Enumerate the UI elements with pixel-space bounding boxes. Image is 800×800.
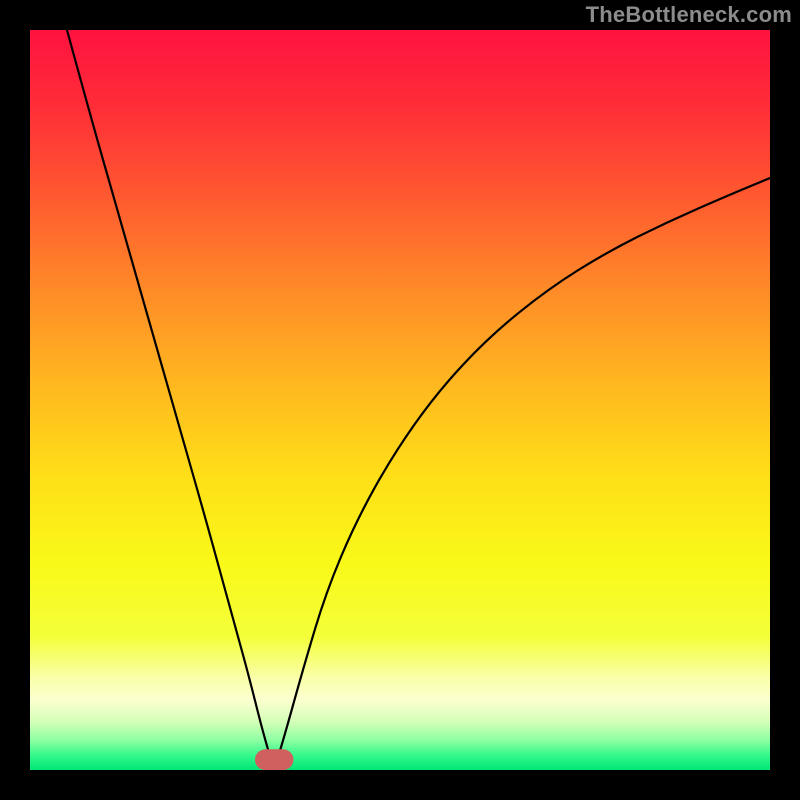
- minimum-marker: [255, 749, 293, 770]
- chart-background: [30, 30, 770, 770]
- watermark-text: TheBottleneck.com: [586, 2, 792, 28]
- chart-plot-area: [30, 30, 770, 770]
- chart-svg: [30, 30, 770, 770]
- chart-frame: TheBottleneck.com: [0, 0, 800, 800]
